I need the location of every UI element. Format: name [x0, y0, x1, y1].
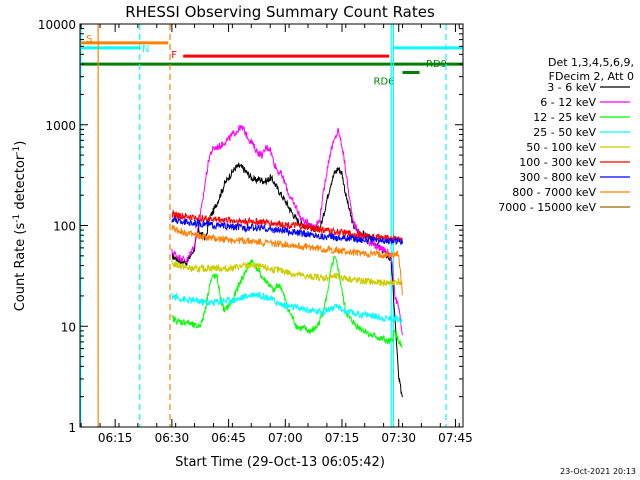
flag-label-1: N [142, 44, 149, 55]
y-tick-label-3: 1000 [45, 119, 76, 133]
legend-header-1: FDecim 2, Att 0 [549, 70, 634, 83]
series-line-7 [171, 224, 403, 296]
x-tick-label-6: 07:45 [438, 431, 473, 445]
flag-bars: S N F RD9 RD6 [80, 34, 463, 88]
series-line-5 [171, 209, 403, 244]
x-tick-label-2: 06:45 [211, 431, 246, 445]
x-tick-label-1: 06:30 [155, 431, 190, 445]
legend-label-5: 100 - 300 keV [519, 156, 596, 169]
x-tick-label-3: 07:00 [268, 431, 303, 445]
legend-label-8: 7000 - 15000 keV [498, 201, 596, 214]
legend-label-4: 50 - 100 keV [526, 141, 596, 154]
flag-label-5: RD6 [374, 77, 395, 88]
y-tick-label-2: 100 [53, 220, 76, 234]
x-tick-label-5: 07:30 [381, 431, 416, 445]
legend-header-0: Det 1,3,4,5,6,9, [548, 56, 634, 69]
legend-label-6: 300 - 800 keV [519, 171, 596, 184]
axes: 06:15 06:30 06:45 07:00 07:15 07:30 07:45 1 10 10… [38, 18, 473, 445]
flag-label-4: RD9 [426, 59, 447, 70]
vertical-markers [80, 24, 447, 427]
x-axis-label: Start Time (29-Oct-13 06:05:42) [175, 455, 385, 470]
series-line-3 [171, 291, 403, 325]
x-tick-label-4: 07:15 [325, 431, 360, 445]
legend-label-3: 25 - 50 keV [533, 126, 596, 139]
y-tick-label-1: 10 [61, 320, 76, 334]
y-tick-label-4: 10000 [38, 18, 76, 32]
series-line-4 [171, 259, 403, 288]
y-axis-label: Count Rate (s-1 detector-1) [12, 141, 28, 312]
legend-label-1: 6 - 12 keV [540, 96, 596, 109]
y-axis-label-main: Count Rate (s [13, 223, 28, 312]
data-series [171, 124, 403, 398]
legend: Det 1,3,4,5,6,9,FDecim 2, Att 03 - 6 keV… [498, 56, 634, 214]
series-line-6 [171, 215, 403, 246]
flag-label-0: S [86, 34, 92, 45]
series-line-0 [171, 162, 403, 398]
y-axis-label-mid: detector [13, 154, 28, 214]
x-tick-label-0: 06:15 [98, 431, 133, 445]
y-axis-label-sup2: -1 [12, 146, 22, 155]
y-tick-label-0: 1 [68, 421, 76, 435]
flag-label-2: F [171, 50, 177, 61]
series-line-1 [171, 124, 403, 336]
y-axis-label-end: ) [13, 141, 28, 146]
legend-label-7: 800 - 7000 keV [512, 186, 596, 199]
chart-title: RHESSI Observing Summary Count Rates [125, 3, 435, 21]
legend-label-0: 3 - 6 keV [547, 81, 596, 94]
footer-timestamp: 23-Oct-2021 20:13 [560, 467, 636, 476]
y-axis-label-sup1: -1 [12, 214, 22, 223]
plot-frame [79, 23, 464, 428]
legend-label-2: 12 - 25 keV [533, 111, 596, 124]
